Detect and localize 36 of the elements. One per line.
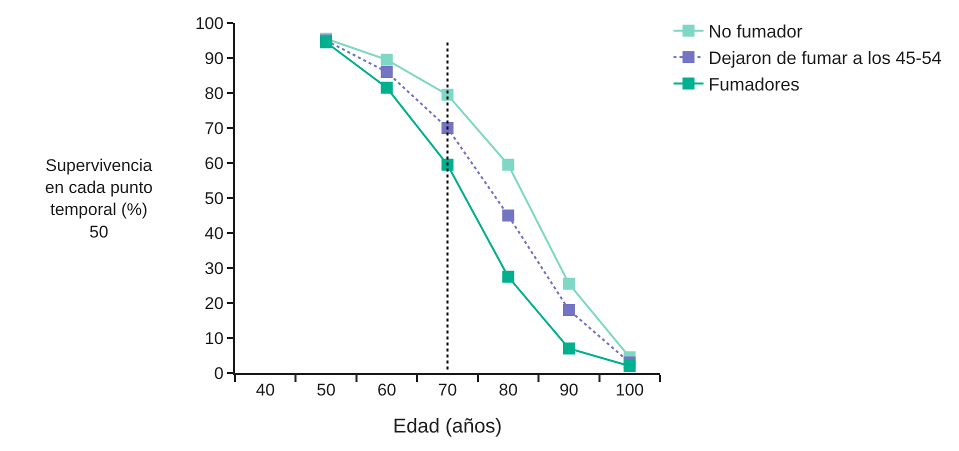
legend-label: Fumadores <box>708 74 800 95</box>
x-tick-label: 40 <box>256 380 275 400</box>
point <box>380 54 393 66</box>
x-tick-label: 80 <box>498 380 518 400</box>
y-tick-label: 80 <box>204 84 224 103</box>
y-tick-label: 60 <box>204 154 224 173</box>
y-tick-label: 50 <box>204 188 224 208</box>
point <box>380 66 393 78</box>
x-axis-title: Edad (años) <box>393 415 502 438</box>
point <box>562 278 575 290</box>
x-tick-label: 100 <box>615 380 644 400</box>
y-tick-label: 0 <box>214 364 224 383</box>
point <box>502 210 514 222</box>
point <box>442 122 454 134</box>
x-tick-label: 50 <box>316 380 336 400</box>
y-tick-label: 40 <box>204 224 224 243</box>
y-tick-label: 90 <box>204 48 224 68</box>
y-tick-label: 30 <box>204 258 224 278</box>
x-tick-label: 70 <box>438 380 457 400</box>
legend-label: Dejaron de fumar a los 45-54 <box>708 48 942 68</box>
point <box>562 304 575 316</box>
point <box>502 158 514 171</box>
y-tick-label: 20 <box>204 294 224 313</box>
x-tick-label: 60 <box>377 380 396 400</box>
x-tick-label: 90 <box>559 380 578 400</box>
y-tick-label: 100 <box>195 14 224 33</box>
point <box>380 82 393 94</box>
point <box>502 270 514 283</box>
point <box>442 158 454 171</box>
y-tick-label: 70 <box>204 118 224 138</box>
point <box>624 360 636 372</box>
point <box>442 88 454 101</box>
legend-label: No fumador <box>708 22 803 42</box>
y-tick-label: 10 <box>204 328 224 348</box>
y-axis-title: Supervivencia en cada punto temporal (%) 50 <box>45 156 153 242</box>
point <box>562 342 575 354</box>
